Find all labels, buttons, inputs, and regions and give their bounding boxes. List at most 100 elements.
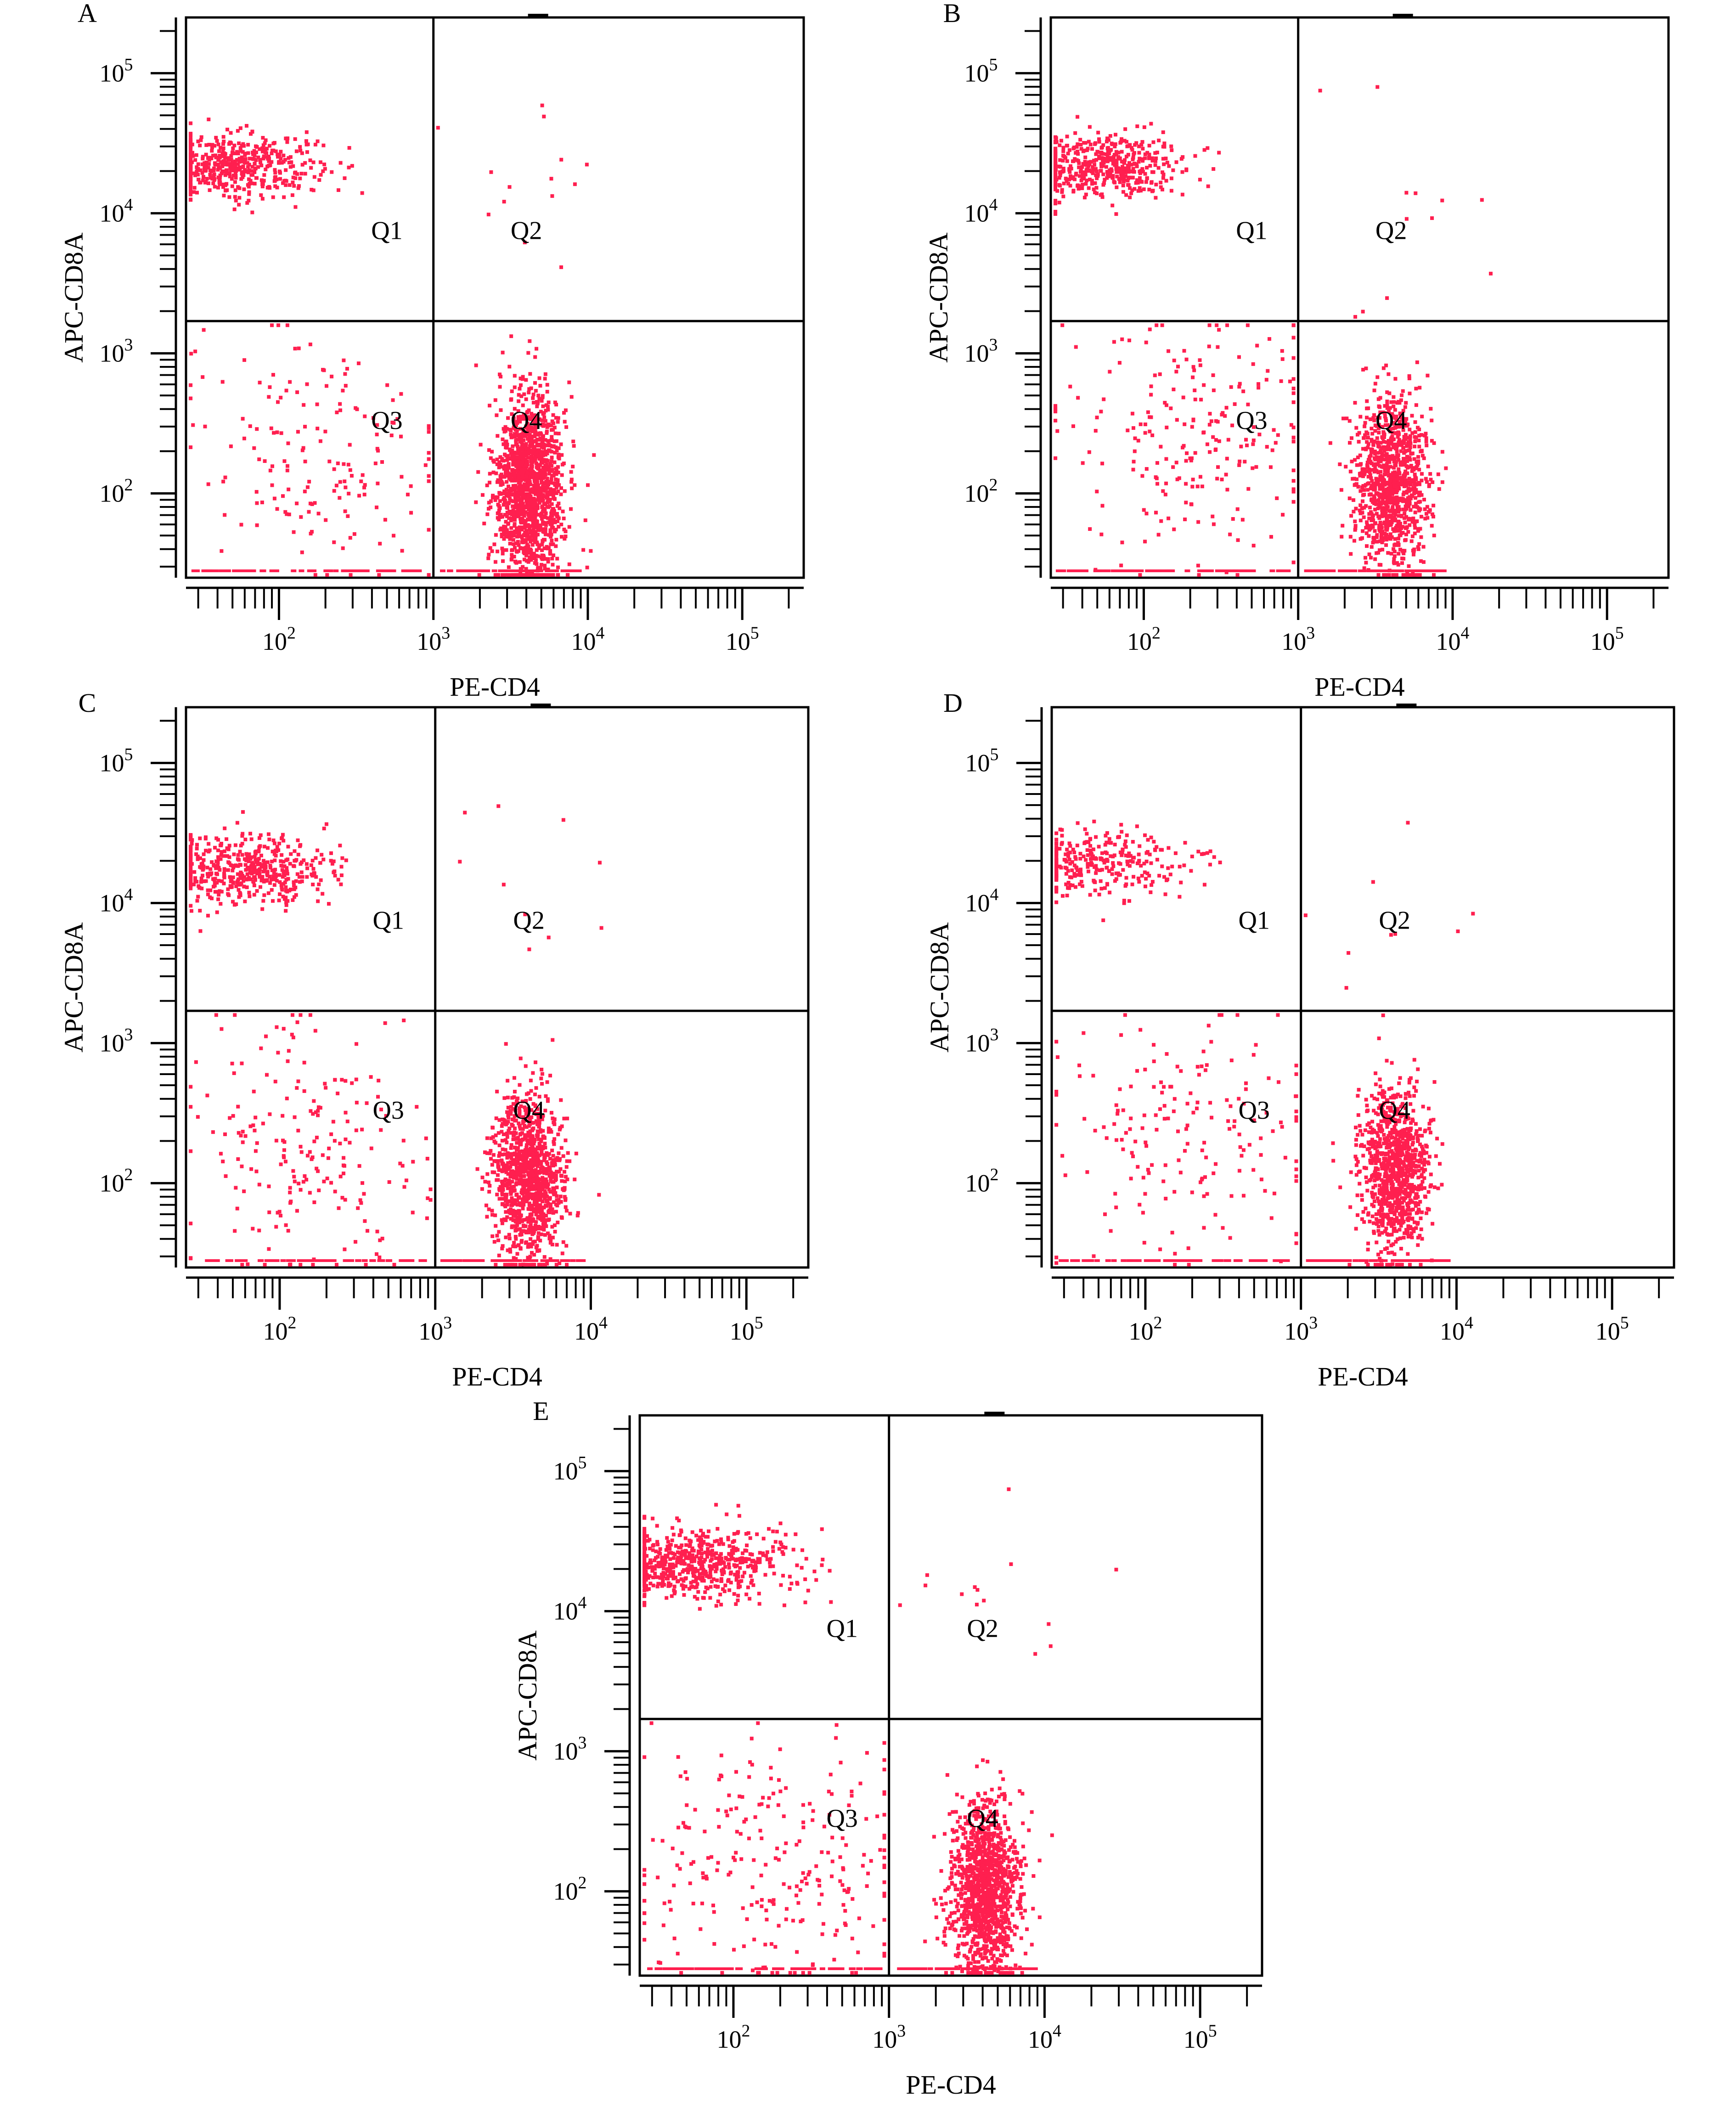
data-point [1409, 487, 1413, 491]
data-point [534, 461, 538, 465]
data-point [1237, 463, 1241, 467]
data-point [270, 868, 274, 873]
data-point [1094, 169, 1099, 174]
data-point [548, 522, 552, 526]
data-point [1408, 456, 1412, 460]
data-point [1068, 170, 1072, 174]
data-point [514, 531, 518, 535]
data-point [303, 172, 307, 176]
data-point [509, 509, 513, 513]
data-point [507, 484, 511, 489]
data-point [1414, 496, 1418, 500]
data-point [309, 166, 313, 170]
data-point [1085, 168, 1089, 172]
data-point [1408, 501, 1412, 505]
data-point [543, 473, 547, 477]
data-point [255, 523, 259, 527]
data-point [1399, 416, 1403, 420]
data-point [1423, 434, 1427, 438]
data-point [348, 569, 354, 572]
data-point [512, 513, 516, 517]
data-point [502, 427, 506, 431]
data-point [551, 413, 555, 417]
data-point [1431, 512, 1435, 516]
data-point [1191, 418, 1195, 422]
data-point [231, 169, 236, 173]
data-point [1352, 477, 1356, 481]
data-point [270, 877, 274, 881]
data-point [517, 459, 521, 463]
quadrant-label-q1: Q1 [371, 217, 402, 245]
data-point [375, 433, 379, 437]
data-point [517, 495, 521, 499]
data-point [1291, 500, 1296, 504]
data-point [1380, 508, 1384, 512]
data-point [1147, 144, 1151, 148]
data-point [1133, 162, 1137, 166]
data-point [231, 881, 235, 885]
data-point [227, 855, 231, 859]
data-point [1435, 569, 1441, 572]
data-point [270, 323, 274, 327]
data-point [1391, 496, 1395, 500]
data-point [518, 483, 522, 487]
data-point [1291, 435, 1296, 439]
data-point [253, 854, 257, 858]
data-point [546, 408, 550, 412]
data-point [511, 462, 515, 467]
data-point [281, 833, 285, 837]
data-point [1093, 163, 1097, 167]
data-point [228, 165, 232, 169]
data-point [228, 172, 232, 176]
data-point [1399, 449, 1403, 453]
data-point [218, 176, 222, 180]
data-point [248, 132, 253, 136]
data-point [502, 537, 506, 541]
data-point [1372, 463, 1376, 467]
data-point [1387, 372, 1391, 376]
data-point [263, 865, 267, 869]
data-point [530, 469, 535, 473]
data-point [280, 886, 284, 890]
data-point [285, 137, 289, 141]
data-point [201, 375, 205, 379]
data-point [1381, 538, 1385, 542]
data-point [189, 383, 193, 387]
data-point [1291, 439, 1296, 444]
data-point [1429, 478, 1433, 482]
data-point [258, 158, 262, 162]
x-tick-label: 105 [1590, 624, 1624, 655]
data-point [526, 484, 530, 488]
data-point [1387, 573, 1391, 577]
data-point [1377, 569, 1383, 572]
data-point [323, 429, 327, 434]
data-point [543, 563, 547, 568]
data-point [263, 862, 267, 866]
data-point [1085, 178, 1089, 182]
x-tick-label: 102 [1127, 624, 1161, 655]
data-point [535, 472, 539, 476]
data-point [535, 548, 539, 552]
data-point [220, 380, 225, 384]
data-point [252, 446, 256, 450]
data-point [1410, 431, 1415, 435]
data-point [1228, 532, 1232, 536]
data-point [298, 880, 302, 884]
data-point [498, 463, 502, 467]
data-point [1398, 528, 1402, 532]
data-point [427, 430, 431, 434]
data-point [215, 139, 219, 143]
data-point [1371, 416, 1375, 420]
data-point [189, 157, 193, 161]
data-point [282, 860, 286, 864]
data-point [220, 164, 225, 169]
data-point [1141, 146, 1145, 151]
data-point [549, 177, 553, 181]
data-point [265, 871, 269, 875]
data-point [198, 865, 202, 869]
data-point [1224, 473, 1228, 477]
data-point [1381, 529, 1385, 534]
data-point [220, 890, 224, 894]
data-point [1378, 405, 1382, 409]
data-point [1061, 149, 1065, 153]
